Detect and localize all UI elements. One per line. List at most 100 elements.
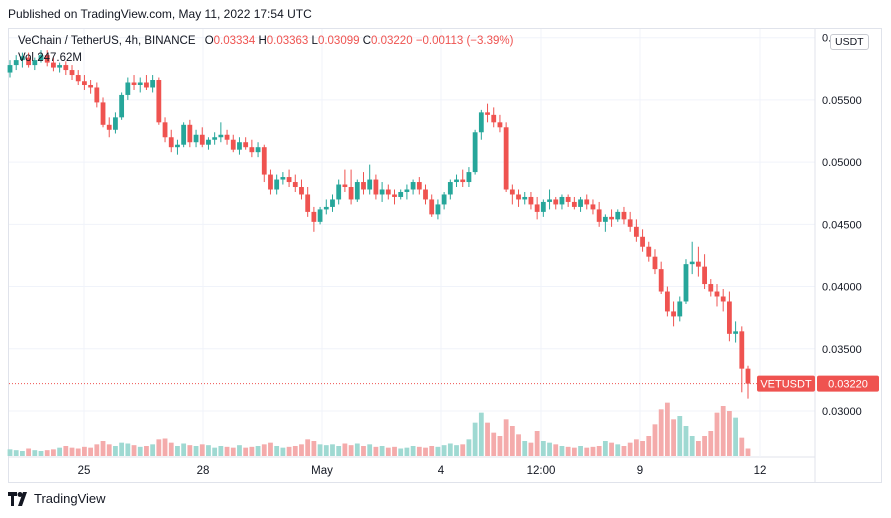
candle-body <box>627 219 633 227</box>
candle-body <box>379 189 385 195</box>
candle-body <box>602 216 608 222</box>
candle-body <box>57 65 63 68</box>
volume-bar <box>441 445 447 456</box>
footer: TradingView <box>8 491 106 506</box>
candle-body <box>416 182 422 190</box>
volume-bar <box>497 436 503 456</box>
candle-body <box>367 179 373 190</box>
volume-bar <box>416 446 422 456</box>
candle-body <box>206 139 211 145</box>
volume-bar <box>503 419 509 456</box>
candle-body <box>13 60 19 66</box>
candle-body <box>150 80 156 88</box>
volume-bar <box>206 445 211 456</box>
volume-bar <box>392 446 397 456</box>
close-label: C <box>362 35 372 47</box>
volume-bar <box>553 444 559 456</box>
volume-bar <box>683 426 689 456</box>
chart-legend: VeChain / TetherUS, 4h, BINANCE O0.03334… <box>18 35 513 47</box>
volume-bar <box>274 446 280 456</box>
volume-bar <box>435 446 441 456</box>
candle-body <box>720 296 726 302</box>
volume-bar <box>292 446 298 456</box>
candle-body <box>336 184 342 200</box>
candle-body <box>485 112 490 115</box>
candle-body <box>330 199 335 207</box>
candle-body <box>113 117 118 130</box>
candle-body <box>311 211 317 222</box>
candle-body <box>733 331 738 334</box>
volume-bar <box>379 446 385 456</box>
candle-body <box>578 199 583 207</box>
time-tick-label: 12:00 <box>527 465 556 477</box>
volume-bar <box>75 448 81 456</box>
volume-bar <box>63 446 69 456</box>
candle-body <box>100 102 106 125</box>
price-tick-label: 0.03000 <box>822 406 862 418</box>
candle-body <box>38 55 44 61</box>
price-tick-label: 0.05000 <box>822 157 862 169</box>
volume-bar <box>354 443 360 456</box>
candle-body <box>615 211 621 220</box>
symbol-badge-label: VETUSDT <box>760 379 812 391</box>
volume-bar <box>385 447 391 456</box>
time-tick-label: 9 <box>637 465 643 477</box>
volume-bar <box>261 444 267 456</box>
currency-button[interactable]: USDT <box>830 34 869 50</box>
volume-bar <box>509 426 515 456</box>
volume-bar <box>26 448 32 456</box>
footer-brand: TradingView <box>34 491 106 506</box>
volume-bar <box>708 431 714 456</box>
volume-legend: Vol 247.62M <box>18 52 82 64</box>
volume-bar <box>137 446 143 456</box>
volume-bar <box>82 446 87 456</box>
candle-body <box>702 266 707 285</box>
volume-bar <box>280 447 286 456</box>
volume-bar <box>286 446 292 456</box>
candle-body <box>373 179 379 195</box>
volume-bar <box>664 402 670 456</box>
volume-bar <box>677 416 683 456</box>
volume-bar <box>336 446 342 456</box>
volume-bar <box>609 442 614 456</box>
volume-bar <box>94 444 100 456</box>
candle-body <box>497 122 503 128</box>
volume-label: Vol <box>18 52 34 64</box>
candle-body <box>261 147 267 175</box>
volume-bar <box>726 411 732 456</box>
volume-bar <box>125 443 131 456</box>
volume-bar <box>478 412 484 456</box>
volume-bar <box>547 442 552 456</box>
volume-bar <box>528 442 534 456</box>
volume-bar <box>522 441 528 456</box>
candle-body <box>509 189 515 195</box>
candle-body <box>708 284 714 292</box>
volume-bar <box>652 424 658 456</box>
high-label: H <box>258 35 267 47</box>
volume-bar <box>516 434 521 456</box>
candle-body <box>664 291 670 312</box>
chart-frame <box>8 28 882 483</box>
time-tick-label: 12 <box>754 465 767 477</box>
candle-body <box>51 62 56 68</box>
candle-body <box>534 204 540 212</box>
candle-body <box>447 182 453 195</box>
candle-body <box>392 194 397 197</box>
candle-body <box>472 132 478 173</box>
volume-bar <box>51 449 56 456</box>
volume-bar <box>602 441 608 456</box>
candle-body <box>20 56 25 61</box>
candle-body <box>299 187 304 195</box>
candle-body <box>292 182 298 188</box>
volume-bar <box>224 446 230 456</box>
volume-bar <box>460 444 466 456</box>
candle-body <box>547 199 552 202</box>
candle-body <box>596 209 602 222</box>
candle-body <box>125 82 131 95</box>
volume-bar <box>702 436 707 456</box>
candle-body <box>410 182 416 190</box>
candle-body <box>745 368 751 384</box>
candle-body <box>435 204 441 215</box>
candle-body <box>671 311 676 317</box>
